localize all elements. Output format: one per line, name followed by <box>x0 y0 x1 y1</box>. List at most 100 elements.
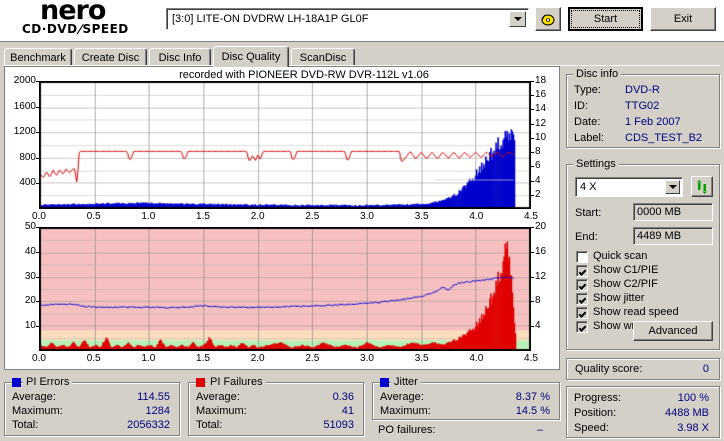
tab-scandisc[interactable]: ScanDisc <box>291 48 355 66</box>
disc-info-value-1: TTG02 <box>625 100 660 112</box>
y2-tick-mark <box>531 227 534 228</box>
x-tick-label: 1.0 <box>141 353 156 364</box>
y-tick-mark <box>36 252 39 253</box>
y-tick-mark <box>36 277 39 278</box>
quality-score-panel: Quality score: 0 <box>566 358 720 380</box>
pi-failures-panel: PI Failures Average: 0.36 Maximum: 41 Total:… <box>188 376 364 436</box>
y2-tick-mark <box>531 95 534 96</box>
y-tick-label: 40 <box>24 245 36 257</box>
checkbox-show-write-speed[interactable] <box>576 321 588 333</box>
y2-tick-label: 20 <box>535 221 547 232</box>
y2-tick-label: 12 <box>535 270 547 282</box>
x-tick-label: 0.5 <box>86 353 101 364</box>
drive-select[interactable]: [3:0] LITE-ON DVDRW LH-18A1P GL0F <box>166 8 529 30</box>
disc-eject-button[interactable] <box>535 7 561 31</box>
disc-quality-chart-panel: recorded with PIONEER DVD-RW DVR-112L v1… <box>4 66 560 370</box>
disc-info-label-2: Date: <box>574 116 601 128</box>
jitter-value-0: 8.37 % <box>515 391 550 403</box>
disc-eject-icon <box>541 14 555 25</box>
tab-create-disc[interactable]: Create Disc <box>74 48 147 66</box>
y2-tick-mark <box>531 81 534 82</box>
exit-button-label: Exit <box>673 13 693 25</box>
settings-panel: Settings 4 X Start: 0000 MB End: 4489 MB… <box>566 158 720 350</box>
pi-errors-title: PI Errors <box>23 376 73 388</box>
tab-label: ScanDisc <box>299 51 347 64</box>
x-tick-label: 3.0 <box>360 211 374 222</box>
logo-subtitle: CD·DVD/SPEED <box>22 22 172 36</box>
chevron-down-icon[interactable] <box>665 180 680 194</box>
progress-value-2: 3.98 X <box>677 422 709 434</box>
checkbox-show-c1-pie[interactable] <box>576 265 588 277</box>
tab-label: Benchmark <box>10 51 66 64</box>
x-tick-label: 0.5 <box>86 211 101 222</box>
y2-tick-label: 18 <box>535 75 547 86</box>
end-field[interactable]: 4489 MB <box>633 227 713 245</box>
y-tick-mark <box>36 227 39 228</box>
x-tick-label: 3.0 <box>360 353 374 364</box>
pi_failures-value-0: 0.36 <box>332 391 354 403</box>
jitter-panel: Jitter Average: 8.37 % Maximum: 14.5 % <box>372 376 560 420</box>
y2-tick-mark <box>531 277 534 278</box>
chevron-down-icon[interactable] <box>509 11 526 27</box>
disc-info-title: Disc info <box>573 68 622 80</box>
x-tick-label: 4.0 <box>469 211 484 222</box>
progress-value-1: 4488 MB <box>664 407 709 419</box>
jitter-value-1: 14.5 % <box>515 405 550 417</box>
disc-info-value-2: 1 Feb 2007 <box>625 116 681 128</box>
tab-disc-quality[interactable]: Disc Quality <box>213 46 289 67</box>
disc-info-value-0: DVD-R <box>625 84 660 96</box>
start-field[interactable]: 0000 MB <box>633 203 713 221</box>
y-tick-label: 20 <box>24 295 36 307</box>
tab-label: Create Disc <box>81 51 140 64</box>
speed-select-value: 4 X <box>580 181 597 193</box>
end-field-label: End: <box>575 231 598 243</box>
y2-tick-label: 12 <box>535 117 547 129</box>
po-failures-label: PO failures: <box>378 424 436 436</box>
y-tick-mark <box>36 326 39 327</box>
logo-sub-right: SPEED <box>82 22 129 36</box>
advanced-button[interactable]: Advanced <box>633 321 713 341</box>
y2-tick-mark <box>531 195 534 196</box>
tab-benchmark[interactable]: Benchmark <box>4 48 72 66</box>
start-button[interactable]: Start <box>568 7 643 31</box>
start-button-label: Start <box>593 13 618 25</box>
y2-tick-mark <box>531 138 534 139</box>
chart-header-text: recorded with PIONEER DVD-RW DVR-112L v1… <box>179 69 429 81</box>
exit-button[interactable]: Exit <box>650 7 716 31</box>
pi-failures-swatch <box>196 378 205 387</box>
disc-info-label-0: Type: <box>574 84 601 96</box>
checkbox-label-3: Show jitter <box>593 292 645 304</box>
tab-label: Disc Quality <box>221 51 281 63</box>
refresh-button[interactable] <box>691 176 713 197</box>
x-tick-label: 2.0 <box>250 353 265 364</box>
quality-score-value: 0 <box>702 363 709 375</box>
tab-label: Disc Info <box>158 51 202 64</box>
pi_failures-value-1: 41 <box>341 405 354 417</box>
checkbox-show-c2-pif[interactable] <box>576 279 588 291</box>
advanced-button-label: Advanced <box>648 325 698 337</box>
x-tick-label: 1.0 <box>141 211 156 222</box>
checkbox-show-read-speed[interactable] <box>576 307 588 319</box>
pi_errors-label-2: Total: <box>12 419 39 431</box>
y2-tick-label: 4 <box>535 174 541 186</box>
pi-errors-chart <box>39 81 531 209</box>
nero-logo: nero CD·DVD/SPEED <box>22 0 172 40</box>
checkbox-label-0: Quick scan <box>593 250 648 262</box>
tab-disc-info[interactable]: Disc Info <box>149 48 211 66</box>
progress-label-1: Position: <box>574 407 617 419</box>
pi_failures-label-0: Average: <box>196 391 240 403</box>
checkbox-show-jitter[interactable] <box>576 293 588 305</box>
x-tick-label: 2.5 <box>305 353 320 364</box>
y-tick-mark <box>36 132 39 133</box>
app-header: nero CD·DVD/SPEED [3:0] LITE-ON DVDRW LH… <box>0 0 724 42</box>
y2-tick-mark <box>531 152 534 153</box>
checkbox-label-1: Show C1/PIE <box>593 264 659 276</box>
checkbox-label-2: Show C2/PIF <box>593 278 658 290</box>
refresh-icon <box>697 179 707 194</box>
y2-tick-label: 16 <box>535 245 547 257</box>
y2-tick-label: 2 <box>535 188 541 200</box>
jitter-title: Jitter <box>391 376 421 388</box>
logo-sub-left: CD·DVD <box>22 22 78 36</box>
speed-select[interactable]: 4 X <box>575 177 683 197</box>
checkbox-quick-scan[interactable] <box>576 251 588 263</box>
